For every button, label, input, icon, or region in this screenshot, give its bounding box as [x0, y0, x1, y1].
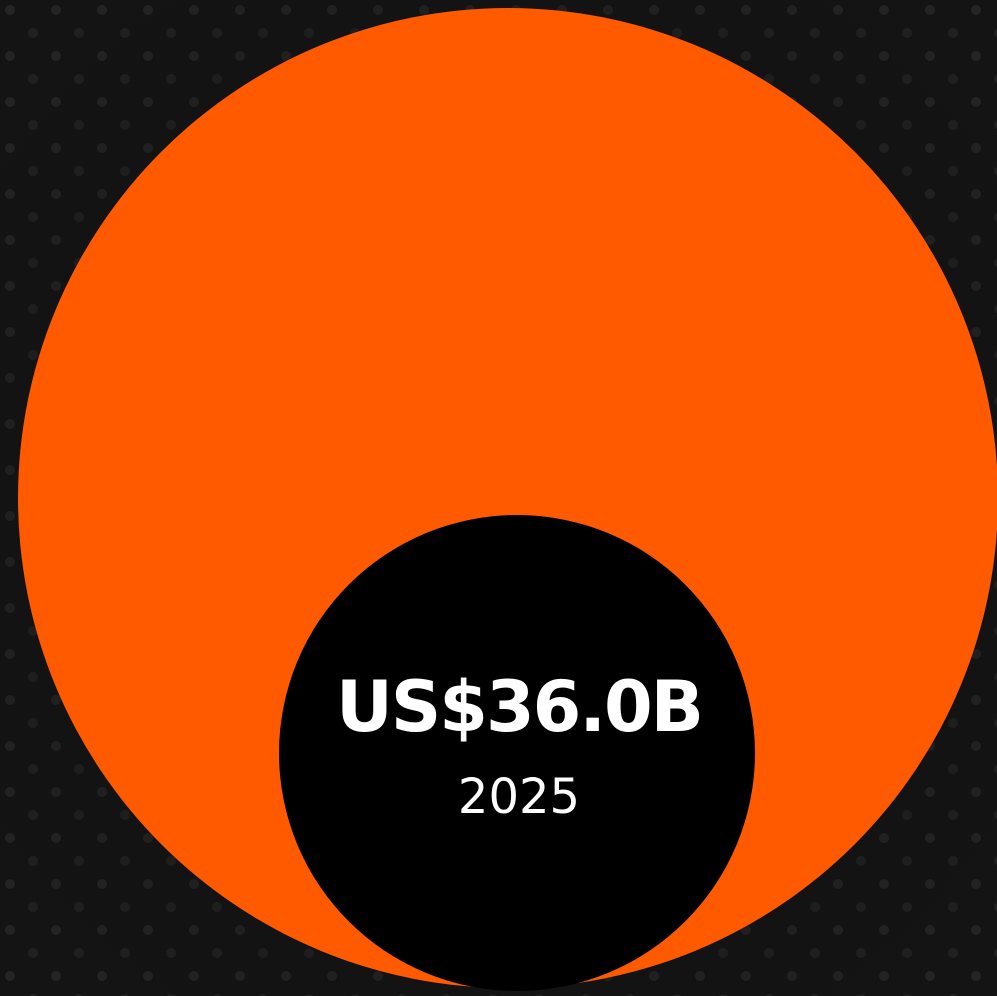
value-label: US$36.0B [336, 666, 702, 748]
inner-circle [279, 515, 755, 991]
year-label: 2025 [458, 769, 580, 825]
